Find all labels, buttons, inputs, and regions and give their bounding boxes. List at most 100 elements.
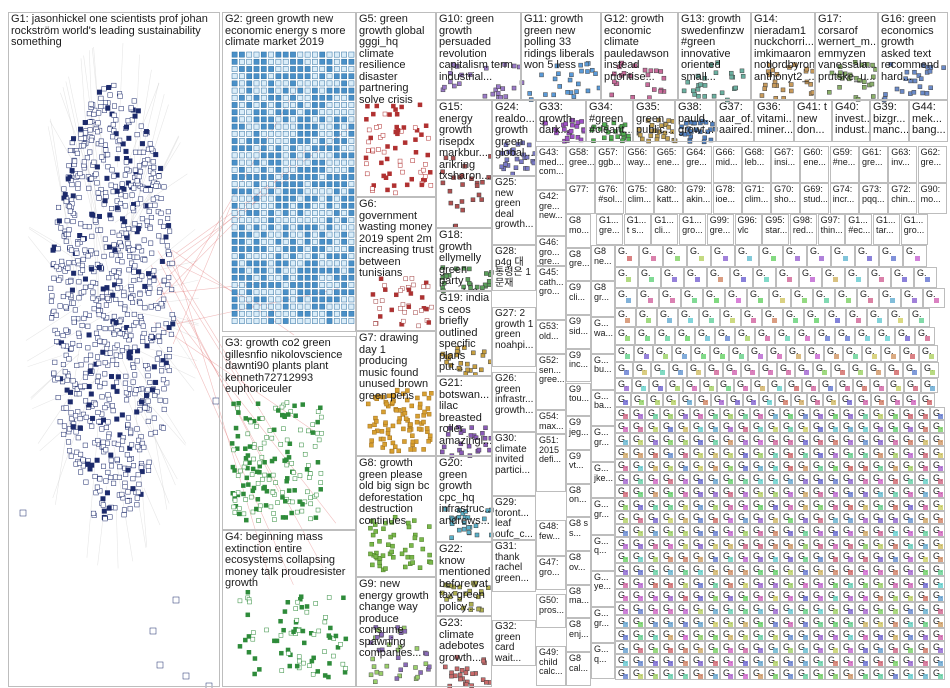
- tiny-group-box: G.: [735, 589, 750, 602]
- tiny-group-box: G.: [885, 446, 900, 459]
- node-dot: [787, 582, 793, 588]
- node: [78, 451, 84, 457]
- node-dot: [727, 673, 733, 679]
- tiny-group-box: G.: [705, 511, 720, 524]
- node-dot: [877, 608, 883, 614]
- group-box-g45: G45: cath... gro...: [536, 266, 566, 320]
- group-label: G47: gro...: [539, 557, 560, 577]
- tiny-group-box: G.: [645, 641, 660, 654]
- node-dot: [652, 543, 658, 549]
- group-label: G4: beginning mass extinction entire eco…: [225, 531, 346, 589]
- tiny-group-box: G.: [705, 641, 720, 654]
- node-dot: [925, 277, 931, 283]
- tiny-group-box: G.: [855, 433, 870, 446]
- node-dot: [907, 634, 913, 640]
- small-group-box: G75: clim...: [624, 183, 654, 214]
- small-group-box: G8 on...: [566, 483, 591, 518]
- node-dot: [847, 426, 853, 432]
- tiny-group-box: G.: [807, 393, 823, 407]
- tiny-group-box: G.: [690, 602, 705, 615]
- node-dot: [877, 673, 883, 679]
- node-dot: [772, 452, 778, 458]
- node-dot: [622, 608, 628, 614]
- small-group-label: G8 enj...: [569, 619, 589, 639]
- small-group-label: G1... tar...: [876, 215, 896, 235]
- small-group-label: G8 ma...: [569, 585, 590, 606]
- node: [115, 146, 121, 152]
- small-group-box: G9 cli...: [566, 281, 591, 316]
- tiny-group-box: G.: [930, 511, 945, 524]
- node-dot: [892, 582, 898, 588]
- tiny-group-box: G.: [891, 267, 914, 288]
- small-group-label: G1... gro...: [682, 215, 703, 235]
- tiny-group-box: G.: [780, 459, 795, 472]
- node-dot: [892, 543, 898, 549]
- node-dot: [637, 647, 643, 653]
- tiny-group-box: G.: [930, 641, 945, 654]
- tiny-group-box: G.: [819, 378, 836, 393]
- node-dot: [637, 517, 643, 523]
- tiny-group-box: G.: [666, 378, 683, 393]
- node-dot: [757, 543, 763, 549]
- node-dot: [862, 439, 868, 445]
- node-dot: [817, 478, 823, 484]
- tiny-group-box: G.: [707, 267, 730, 288]
- node-dot: [646, 317, 652, 323]
- node-dot: [652, 517, 658, 523]
- node-dot: [772, 660, 778, 666]
- node-dot: [922, 621, 928, 627]
- tiny-group-box: G.: [690, 446, 705, 459]
- node-dot: [810, 277, 816, 283]
- small-group-label: G... q...: [594, 644, 609, 664]
- tiny-group-box: G.: [769, 288, 791, 308]
- tiny-group-box: G.: [870, 433, 885, 446]
- tiny-group-box: G.: [900, 550, 915, 563]
- node: [110, 229, 116, 235]
- tiny-group-box: G.: [840, 446, 855, 459]
- tiny-group-box: G.: [881, 345, 900, 362]
- node-dot: [787, 413, 793, 419]
- node-dot: [907, 621, 913, 627]
- tiny-group-box: G.: [630, 576, 645, 589]
- node-dot: [626, 255, 632, 261]
- node-dot: [929, 385, 935, 391]
- node-dot: [727, 569, 733, 575]
- node-dot: [856, 277, 862, 283]
- small-group-box: G71: clim...: [741, 183, 771, 214]
- node-dot: [742, 621, 748, 627]
- node-dot: [922, 452, 928, 458]
- group-box-g38: G38: pauld... growt...: [675, 100, 716, 142]
- small-group-box: G... bu...: [591, 353, 615, 390]
- small-group-label: G72: chin...: [891, 184, 916, 204]
- tiny-group-box: G.: [824, 345, 843, 362]
- node-dot: [877, 439, 883, 445]
- small-group-label: G58: gree...: [569, 147, 595, 167]
- tiny-group-box: G.: [825, 511, 840, 524]
- node-dot: [712, 569, 718, 575]
- node-dot: [622, 504, 628, 510]
- node-dot: [847, 595, 853, 601]
- tiny-group-box: G.: [900, 628, 915, 641]
- group-box-g20: G20: green growth cpc_hq infrastruc... a…: [436, 456, 492, 542]
- tiny-group-box: G.: [690, 407, 705, 420]
- small-group-box: G... ba...: [591, 389, 615, 426]
- edge: [170, 330, 197, 369]
- node-dot: [697, 478, 703, 484]
- small-group-box: G1... #ec...: [845, 214, 873, 245]
- edge: [140, 413, 178, 480]
- tiny-group-box: G.: [700, 378, 717, 393]
- tiny-group-box: G.: [630, 459, 645, 472]
- tiny-group-box: G.: [645, 654, 660, 667]
- group-label: G35: green public...: [636, 101, 674, 136]
- tiny-group-box: G.: [655, 327, 675, 345]
- tiny-group-box: G.: [734, 378, 751, 393]
- node: [114, 379, 120, 385]
- group-label: G44: mek... bang...: [912, 101, 946, 136]
- small-group-label: G60: ene...: [803, 147, 826, 167]
- tiny-group-box: G.: [777, 362, 795, 378]
- small-group-box: G57: ggb...: [595, 146, 625, 183]
- node-dot: [757, 439, 763, 445]
- node-dot: [847, 621, 853, 627]
- node-dot: [877, 426, 883, 432]
- node: [131, 311, 137, 317]
